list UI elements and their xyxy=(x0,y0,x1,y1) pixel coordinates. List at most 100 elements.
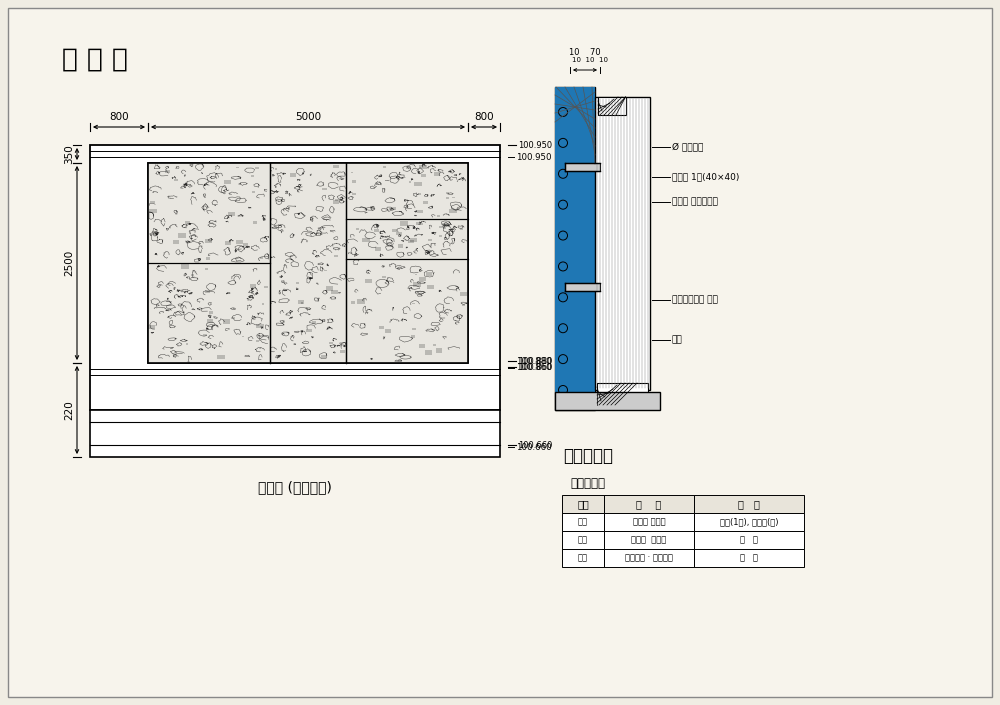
Text: 100.860: 100.860 xyxy=(516,364,552,372)
Bar xyxy=(243,243,248,246)
Text: 설치단면도: 설치단면도 xyxy=(563,447,613,465)
Bar xyxy=(597,383,648,405)
Bar xyxy=(251,176,254,177)
Bar xyxy=(333,165,339,168)
Bar xyxy=(90,145,500,410)
Bar xyxy=(331,290,338,294)
Bar xyxy=(346,219,468,259)
Bar xyxy=(562,531,604,549)
Bar xyxy=(439,226,443,228)
Bar xyxy=(352,192,356,195)
Bar xyxy=(443,227,446,229)
Bar xyxy=(191,274,194,276)
Bar xyxy=(410,238,417,242)
Text: 2500: 2500 xyxy=(64,250,74,276)
Bar xyxy=(365,279,372,283)
Bar xyxy=(262,303,264,305)
Bar xyxy=(174,179,178,181)
Bar xyxy=(228,212,235,216)
Bar xyxy=(562,495,604,513)
Text: 100.660: 100.660 xyxy=(516,443,552,451)
Bar xyxy=(460,292,467,296)
Bar xyxy=(207,319,213,323)
Text: 부위: 부위 xyxy=(577,499,589,509)
Bar xyxy=(185,221,190,223)
Bar xyxy=(205,268,208,270)
Text: 5000: 5000 xyxy=(295,112,321,122)
Text: 100.950: 100.950 xyxy=(518,140,552,149)
Bar xyxy=(565,283,600,291)
Bar xyxy=(434,172,440,176)
Bar xyxy=(356,228,359,230)
Bar xyxy=(406,167,409,169)
Bar xyxy=(351,172,353,173)
Bar xyxy=(419,277,426,281)
Text: 시고보노 · 갈단액스: 시고보노 · 갈단액스 xyxy=(625,553,673,563)
Bar xyxy=(252,192,255,193)
Bar xyxy=(595,97,650,390)
Bar xyxy=(264,286,268,288)
Bar xyxy=(321,355,326,358)
Text: 10    70: 10 70 xyxy=(569,48,601,57)
Bar xyxy=(391,207,396,209)
Bar xyxy=(419,223,423,225)
Bar xyxy=(604,549,694,567)
Bar xyxy=(340,350,345,353)
Text: 100.860: 100.860 xyxy=(518,362,552,372)
Text: 신축마감재: 신축마감재 xyxy=(570,477,605,490)
Bar xyxy=(598,97,626,115)
Text: ㄷ형강 1번(40×40): ㄷ형강 1번(40×40) xyxy=(672,173,739,181)
Bar xyxy=(694,495,804,513)
Bar xyxy=(149,209,157,214)
Bar xyxy=(374,229,379,233)
Bar xyxy=(565,163,600,171)
Text: 입면도 (벽면배치): 입면도 (벽면배치) xyxy=(258,480,332,494)
Bar xyxy=(253,221,257,224)
Bar xyxy=(148,163,270,263)
Bar xyxy=(178,233,186,238)
Bar xyxy=(421,174,426,177)
Bar xyxy=(446,197,449,199)
Bar xyxy=(436,348,442,352)
Bar xyxy=(236,240,243,245)
Bar xyxy=(148,163,468,363)
Text: 입 면 도: 입 면 도 xyxy=(62,47,128,73)
Bar xyxy=(231,317,235,319)
Bar xyxy=(383,166,386,168)
Text: 색   상: 색 상 xyxy=(738,499,760,509)
Bar xyxy=(329,341,333,344)
Bar xyxy=(694,549,804,567)
Bar xyxy=(236,166,239,168)
Text: 벽석: 벽석 xyxy=(578,517,588,527)
Bar xyxy=(298,300,304,304)
Bar xyxy=(409,181,411,183)
Bar xyxy=(400,221,408,226)
Bar xyxy=(205,290,210,293)
Text: 이   색: 이 색 xyxy=(740,536,758,544)
Bar xyxy=(417,209,423,213)
Bar xyxy=(173,355,177,357)
Bar xyxy=(379,326,384,329)
Bar xyxy=(173,240,179,244)
Text: 세라믹 오시이어판: 세라믹 오시이어판 xyxy=(672,197,718,207)
Bar xyxy=(437,215,440,217)
Bar xyxy=(392,229,397,232)
Bar xyxy=(419,165,427,169)
Bar xyxy=(148,263,270,363)
Bar xyxy=(206,257,210,260)
Bar xyxy=(555,87,595,410)
Bar xyxy=(439,235,442,238)
Bar xyxy=(694,513,804,531)
Bar xyxy=(256,324,264,329)
Text: 흰   색: 흰 색 xyxy=(740,553,758,563)
Text: 세    질: 세 질 xyxy=(636,499,662,509)
Bar xyxy=(382,276,386,278)
Bar xyxy=(170,301,172,302)
Text: 100.880: 100.880 xyxy=(516,357,552,365)
Bar xyxy=(148,163,468,363)
Bar xyxy=(290,173,296,177)
Bar xyxy=(362,238,370,243)
Bar xyxy=(205,239,212,243)
Bar xyxy=(225,241,231,245)
Text: 화강석  물갈기: 화강석 물갈기 xyxy=(631,536,667,544)
